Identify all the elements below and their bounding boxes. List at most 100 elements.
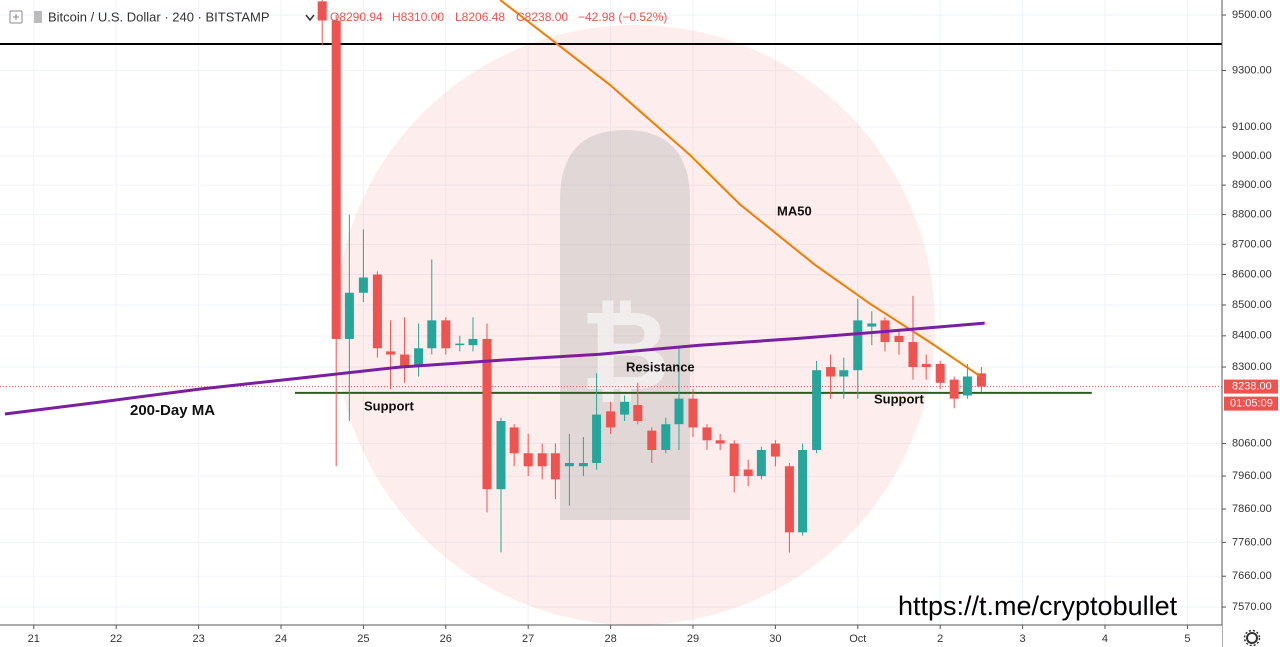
candle-body [688,398,698,428]
x-tick-label: 22 [110,633,122,645]
watermark-url: https://t.me/cryptobullet [898,591,1178,621]
candle-body [756,450,766,477]
candle-body [784,466,794,533]
candle-body [344,292,354,339]
candle-body [715,440,725,444]
y-tick-label: 7570.00 [1232,601,1272,613]
ma-line [4,321,985,416]
time-axis [0,625,1222,647]
candle-body [468,338,478,346]
ohlc-value: −42.98 (−0.52%) [578,10,667,24]
candle-body [509,427,519,454]
grid [0,0,1222,625]
ohlc-value: H8310.00 [392,10,444,24]
candle-body [743,469,753,477]
candle-body [921,363,931,368]
y-tick-label: 9000.00 [1232,150,1272,162]
ohlc-value: C8238.00 [516,10,568,24]
candle-body [647,430,657,451]
y-tick-label: 7860.00 [1232,503,1272,515]
header: Bitcoin / U.S. Dollar · 240 · BITSTAMP [9,9,315,24]
candle-body [427,320,437,349]
ma200-label: 200-Day MA [130,402,215,419]
candle-body [702,427,712,441]
chart-title: Bitcoin / U.S. Dollar · 240 · BITSTAMP [48,9,270,24]
candle-body [455,343,465,346]
settings-icon[interactable] [1243,629,1261,647]
x-tick-label: 2 [937,633,943,645]
candle-body [592,414,602,464]
candle-body [633,405,643,421]
candle-body [523,453,533,467]
candle-body [867,323,877,327]
y-tick-label: 9100.00 [1232,121,1272,133]
plot [0,0,1222,553]
annotation: Support [364,398,414,413]
x-tick-label: Oct [849,633,866,645]
candle-body [962,376,972,396]
candle-body [935,363,945,383]
candle-body [414,348,424,368]
x-tick-label: 27 [522,633,534,645]
countdown-label: 01:05:09 [1230,398,1273,410]
last-price-tag [1224,379,1278,394]
candle-body [894,335,904,343]
y-tick-label: 7760.00 [1232,536,1272,548]
x-tick-label: 23 [192,633,204,645]
y-tick-label: 8060.00 [1232,437,1272,449]
candle-body [674,398,684,425]
candle-body [798,450,808,533]
x-tick-label: 25 [357,633,369,645]
candle-body [564,463,574,467]
candle-body [949,379,959,399]
y-tick-label: 7660.00 [1232,570,1272,582]
candle-body [839,370,849,377]
x-tick-label: 5 [1184,633,1190,645]
y-tick-label: 8700.00 [1232,238,1272,250]
candle-body [976,373,986,387]
x-tick-label: 24 [275,633,287,645]
annotation: Resistance [626,359,695,374]
candle-body [331,20,341,339]
y-tick-label: 9500.00 [1232,9,1272,21]
x-tick-label: 4 [1102,633,1108,645]
candle-body [482,338,492,490]
candle-body [770,443,780,457]
candle-body [812,370,822,451]
candle-body [620,401,630,415]
x-tick-label: 30 [769,633,781,645]
y-tick-label: 8300.00 [1232,361,1272,373]
y-tick-label: 8900.00 [1232,179,1272,191]
x-tick-label: 29 [687,633,699,645]
candle-body [661,424,671,451]
x-tick-label: 28 [604,633,616,645]
y-tick-label: 8800.00 [1232,208,1272,220]
candle-body [578,463,588,467]
y-tick-label: 8600.00 [1232,268,1272,280]
axes: 7570.00 7660.00 7760.00 7860.00 7960.00 8060.… [28,9,1272,645]
x-tick-label: 26 [440,633,452,645]
annotation: Support [874,391,924,406]
candle-body [441,320,451,349]
candle-body [386,351,396,355]
candle-body [400,354,410,368]
candle-body [317,1,327,21]
x-tick-label: 3 [1020,633,1026,645]
candle-body [496,420,506,490]
candle-body [537,453,547,467]
y-tick-label: 8500.00 [1232,299,1272,311]
candle-body [372,274,382,349]
y-tick-label: 9300.00 [1232,64,1272,76]
candle-body [826,367,836,377]
y-tick-label: 8400.00 [1232,330,1272,342]
candle-body [729,443,739,477]
ohlc-value: L8206.48 [455,10,505,24]
candle-body [908,342,918,368]
countdown-tag [1224,396,1278,411]
y-tick-label: 7960.00 [1232,470,1272,482]
price-axis [1222,0,1280,647]
last-price-label: 8238.00 [1232,381,1272,393]
ma-line [499,0,981,377]
watermark-logo: ₿ [335,25,935,625]
